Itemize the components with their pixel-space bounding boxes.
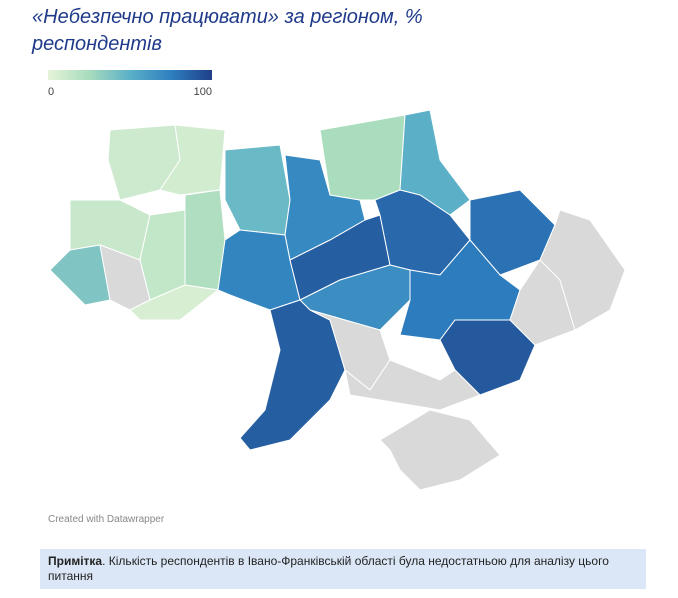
note-text: . Кількість респондентів в Івано-Франків… [48, 554, 609, 583]
credit: Created with Datawrapper [48, 514, 165, 525]
region [224, 144, 291, 236]
region [319, 114, 406, 201]
regions [49, 109, 626, 491]
title: «Небезпечно працювати» за регіоном, % ре… [32, 6, 423, 55]
region [159, 124, 226, 196]
region [379, 409, 501, 491]
note-label: Примітка [48, 554, 103, 568]
legend-bar [48, 70, 212, 80]
legend-max: 100 [194, 86, 212, 98]
region [344, 359, 481, 411]
legend-min: 0 [48, 86, 54, 98]
region [539, 209, 626, 331]
region [49, 244, 111, 306]
region [184, 189, 226, 291]
region [239, 299, 346, 451]
note: Примітка. Кількість респондентів в Івано… [40, 549, 646, 589]
